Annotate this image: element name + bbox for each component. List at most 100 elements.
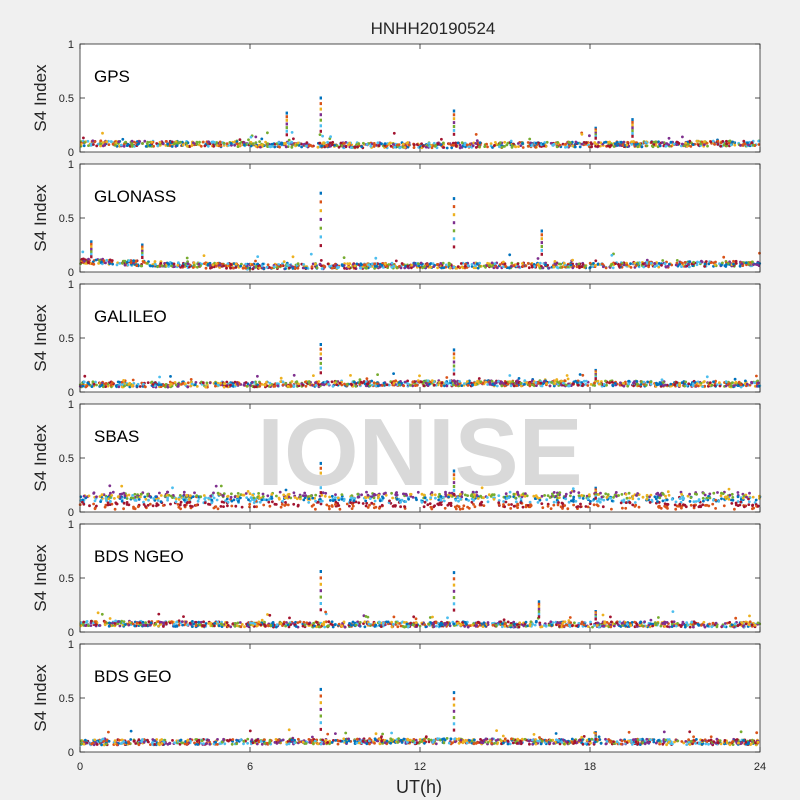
data-point [165,493,169,497]
data-point [526,141,530,144]
data-point [181,264,185,268]
spike-point [90,242,93,246]
data-point [414,262,417,265]
data-point [755,374,758,378]
data-point [120,484,124,488]
panel-label: GPS [94,67,130,86]
data-point [256,374,259,378]
data-point [670,625,674,628]
spike [319,191,322,248]
data-point [744,261,748,265]
data-point [645,493,649,497]
data-point [637,497,641,501]
data-point [176,141,180,145]
data-point [400,262,404,265]
data-point [559,266,562,269]
data-point [493,144,496,147]
data-point [327,620,331,624]
data-point [753,381,756,385]
data-point [148,143,152,147]
data-point [225,142,229,146]
data-point [226,500,230,504]
data-point [353,145,357,149]
data-point [123,494,127,498]
data-point [256,255,260,258]
data-point [365,143,369,146]
spike-point [285,115,288,119]
data-point [734,380,738,384]
data-point [289,384,293,388]
data-point [650,140,654,144]
data-point [87,144,90,148]
data-point [745,382,749,386]
data-point [525,381,529,384]
data-point [558,143,562,147]
data-point [716,139,720,143]
data-point [747,263,751,266]
data-point [328,141,332,145]
data-point [421,266,425,270]
data-point [104,261,107,265]
data-point [534,381,538,384]
data-point [545,140,549,144]
data-point [495,384,499,388]
data-point [736,491,740,494]
data-point [186,385,190,389]
data-point [584,264,587,268]
data-point [606,493,610,496]
data-point [549,507,553,510]
data-point [122,491,126,495]
data-point [132,259,136,263]
spike-point [631,118,634,122]
data-point [392,131,396,135]
data-point [664,383,667,387]
data-point [254,259,257,263]
data-point [534,142,538,145]
data-point [419,261,423,265]
data-point [180,382,184,386]
data-point [95,495,98,499]
data-point [713,263,717,267]
spike-point [540,252,543,256]
data-point [541,142,545,146]
data-point [553,382,557,385]
data-point [458,143,462,147]
data-point [307,381,311,385]
spike-point [285,133,288,137]
data-point [569,263,573,267]
data-point [237,500,240,503]
data-point [81,500,84,504]
data-point [113,497,116,500]
data-point [236,621,240,625]
data-point [619,140,623,144]
y-tick-label: 1 [68,399,74,411]
data-point [229,383,232,387]
data-point [357,142,361,146]
data-point [184,141,188,145]
data-point [578,373,582,376]
spike [594,486,597,500]
data-point [336,266,339,269]
data-point [312,374,315,377]
data-point [705,503,709,507]
y-tick-label: 0.5 [59,333,74,345]
data-point [135,264,139,267]
data-point [411,380,415,384]
data-point [508,266,511,270]
data-point [311,262,315,266]
data-point [702,499,705,503]
data-point [577,262,581,266]
data-point [212,506,216,510]
data-point [497,380,500,383]
data-point [251,267,255,271]
data-point [370,262,374,266]
data-point [328,264,331,268]
data-point [510,144,514,147]
spike-point [631,123,634,127]
data-point [418,374,421,378]
data-point [593,381,596,385]
data-point [750,141,754,145]
data-point [156,499,160,502]
data-point [122,384,126,388]
data-point [333,381,337,385]
